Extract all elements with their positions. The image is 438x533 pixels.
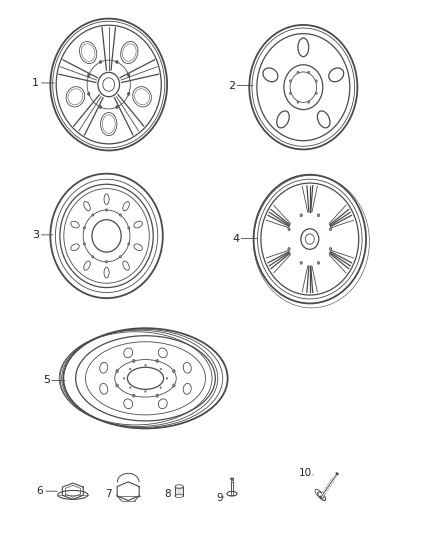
Circle shape bbox=[123, 377, 125, 379]
Circle shape bbox=[83, 243, 85, 245]
Circle shape bbox=[132, 394, 135, 397]
Circle shape bbox=[106, 261, 108, 263]
Circle shape bbox=[300, 262, 302, 264]
Circle shape bbox=[88, 74, 90, 77]
Text: 10: 10 bbox=[299, 469, 312, 478]
Circle shape bbox=[106, 209, 108, 211]
Text: 8: 8 bbox=[165, 489, 171, 499]
Circle shape bbox=[315, 80, 317, 82]
Circle shape bbox=[297, 101, 299, 103]
Circle shape bbox=[92, 214, 94, 216]
Circle shape bbox=[308, 101, 310, 103]
Circle shape bbox=[99, 61, 102, 63]
Circle shape bbox=[329, 228, 332, 231]
Circle shape bbox=[116, 106, 118, 109]
Text: 4: 4 bbox=[232, 233, 239, 244]
Circle shape bbox=[315, 92, 317, 94]
Circle shape bbox=[116, 384, 118, 387]
Text: 9: 9 bbox=[216, 493, 223, 503]
Circle shape bbox=[99, 106, 102, 109]
Circle shape bbox=[116, 369, 118, 373]
Text: 7: 7 bbox=[105, 489, 112, 499]
Circle shape bbox=[317, 262, 320, 264]
Circle shape bbox=[119, 256, 121, 258]
Circle shape bbox=[128, 243, 130, 245]
Circle shape bbox=[119, 214, 121, 216]
Circle shape bbox=[166, 377, 168, 379]
Circle shape bbox=[88, 92, 90, 95]
Circle shape bbox=[173, 369, 175, 373]
Text: 6: 6 bbox=[36, 486, 43, 496]
Circle shape bbox=[290, 80, 291, 82]
Circle shape bbox=[288, 247, 290, 251]
Circle shape bbox=[300, 214, 302, 216]
Circle shape bbox=[156, 359, 159, 362]
Circle shape bbox=[288, 228, 290, 231]
Circle shape bbox=[130, 387, 131, 389]
Circle shape bbox=[160, 368, 162, 370]
Circle shape bbox=[160, 387, 162, 389]
Circle shape bbox=[130, 368, 131, 370]
Circle shape bbox=[329, 247, 332, 251]
Circle shape bbox=[145, 364, 146, 366]
Circle shape bbox=[128, 227, 130, 229]
Text: 5: 5 bbox=[43, 375, 50, 385]
Circle shape bbox=[83, 227, 85, 229]
Circle shape bbox=[173, 384, 175, 387]
Circle shape bbox=[308, 71, 310, 74]
Circle shape bbox=[156, 394, 159, 397]
Text: 2: 2 bbox=[228, 80, 235, 91]
Circle shape bbox=[145, 391, 146, 392]
Circle shape bbox=[127, 92, 130, 95]
Circle shape bbox=[127, 74, 130, 77]
Circle shape bbox=[290, 92, 291, 94]
Circle shape bbox=[297, 71, 299, 74]
Circle shape bbox=[116, 61, 118, 63]
Circle shape bbox=[132, 359, 135, 362]
Circle shape bbox=[317, 214, 320, 216]
Text: 1: 1 bbox=[32, 78, 39, 88]
Text: 3: 3 bbox=[32, 230, 39, 240]
Circle shape bbox=[92, 256, 94, 258]
